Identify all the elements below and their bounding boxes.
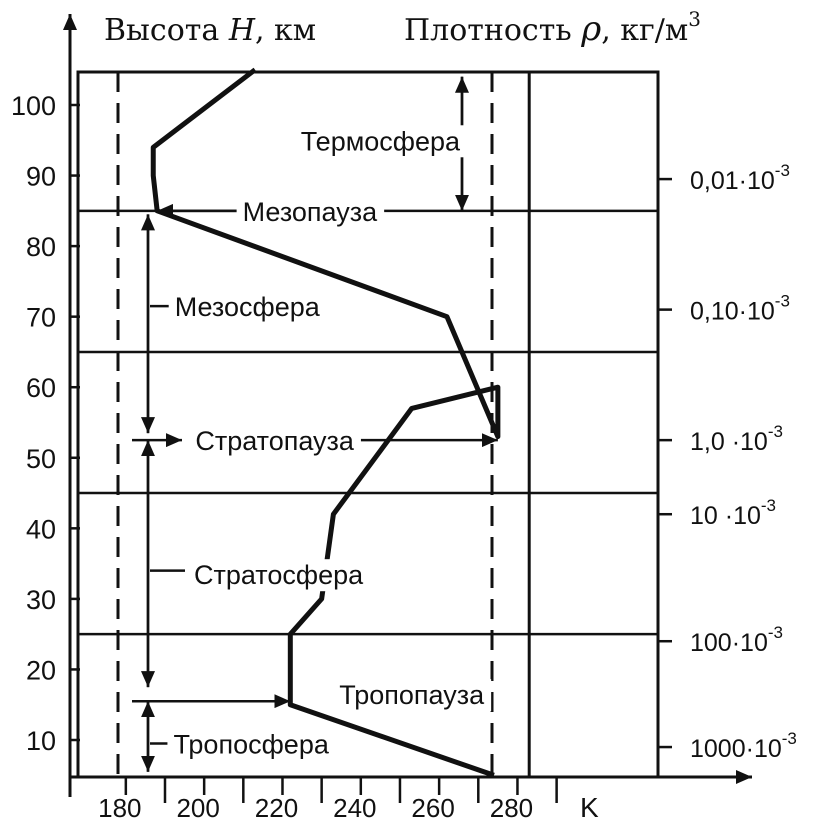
right-axis-tick-mantissa: 100·10 — [690, 629, 768, 657]
right-axis-tick-exponent: -3 — [768, 623, 783, 642]
right-axis-tick-mantissa: 1000·10 — [690, 735, 782, 763]
right-axis-tick-label: 1000·10-3 — [690, 729, 797, 763]
tropopauza-label-bg — [333, 679, 492, 712]
y-tick-label: 80 — [26, 232, 56, 262]
right-axis-tick-exponent: -3 — [768, 422, 783, 441]
right-axis-tick-label: 0,10·10-3 — [690, 292, 790, 326]
termosfera-label: Термосфера — [301, 126, 461, 156]
y-tick-label: 60 — [26, 373, 56, 403]
stratosfera-label: Стратосфера — [194, 560, 364, 590]
right-axis-tick-label: 1,0 ·10-3 — [690, 422, 783, 456]
x-tick-label: 180 — [98, 793, 141, 823]
mezopauza-label-bg — [236, 195, 385, 228]
x-unit-label: K — [580, 792, 599, 823]
y-axis-title-part: Высота — [104, 13, 229, 48]
y-axis-title-part: , км — [255, 13, 316, 48]
stratopauza-label: Стратопауза — [195, 426, 355, 456]
right-axis-title: Плотность ρ, кг/м3 — [404, 7, 701, 49]
right-axis-tick-label: 100·10-3 — [690, 623, 783, 657]
mezopauza-label: Мезопауза — [243, 197, 379, 227]
right-axis-tick-exponent: -3 — [775, 161, 790, 180]
termosfera-label-bg — [294, 125, 468, 158]
x-tick-label: 280 — [490, 793, 533, 823]
y-tick-label: 70 — [26, 303, 56, 333]
x-tick-label: 260 — [411, 793, 454, 823]
tropopauza-label: Тропопауза — [339, 680, 485, 710]
right-axis-tick-exponent: -3 — [775, 292, 790, 311]
x-tick-label: 220 — [255, 793, 298, 823]
y-tick-label: 30 — [26, 585, 56, 615]
right-axis-title-part: ρ — [580, 9, 601, 49]
right-axis-title-part: , кг/м — [601, 13, 688, 48]
plot-frame — [76, 70, 660, 779]
x-tick-label: 200 — [176, 793, 219, 823]
y-tick-label: 50 — [26, 444, 56, 474]
mezosfera-label-bg — [168, 291, 327, 324]
y-tick-label: 20 — [26, 655, 56, 685]
right-axis-tick-label: 0,01·10-3 — [690, 161, 790, 195]
troposfera-label-bg — [167, 728, 336, 761]
x-tick-label: 240 — [333, 793, 376, 823]
right-axis-tick-mantissa: 0,01·10 — [690, 167, 775, 195]
y-axis-title: Высота H, км — [104, 13, 316, 48]
right-axis-tick-label: 10 ·10-3 — [690, 496, 776, 530]
y-tick-label: 90 — [26, 162, 56, 192]
y-tick-label: 10 — [26, 726, 56, 756]
right-axis-tick-mantissa: 0,10·10 — [690, 298, 775, 326]
right-axis-tick-mantissa: 1,0 ·10 — [690, 428, 768, 456]
stratopauza-label-bg — [189, 425, 361, 458]
right-axis-title-part: Плотность — [404, 13, 581, 48]
right-axis-tick-exponent: -3 — [782, 729, 797, 748]
right-axis-tick-mantissa: 10 ·10 — [690, 502, 761, 530]
y-tick-label: 100 — [11, 91, 56, 121]
troposfera-label: Тропосфера — [173, 730, 329, 760]
mezosfera-label: Мезосфера — [175, 292, 321, 322]
temperature-profile-line — [150, 67, 501, 778]
right-axis-tick-exponent: -3 — [761, 496, 776, 515]
right-axis-title-part: 3 — [688, 7, 701, 31]
y-tick-label: 40 — [26, 514, 56, 544]
stratosfera-label-bg — [187, 559, 371, 592]
y-axis-title-part: H — [228, 13, 256, 48]
